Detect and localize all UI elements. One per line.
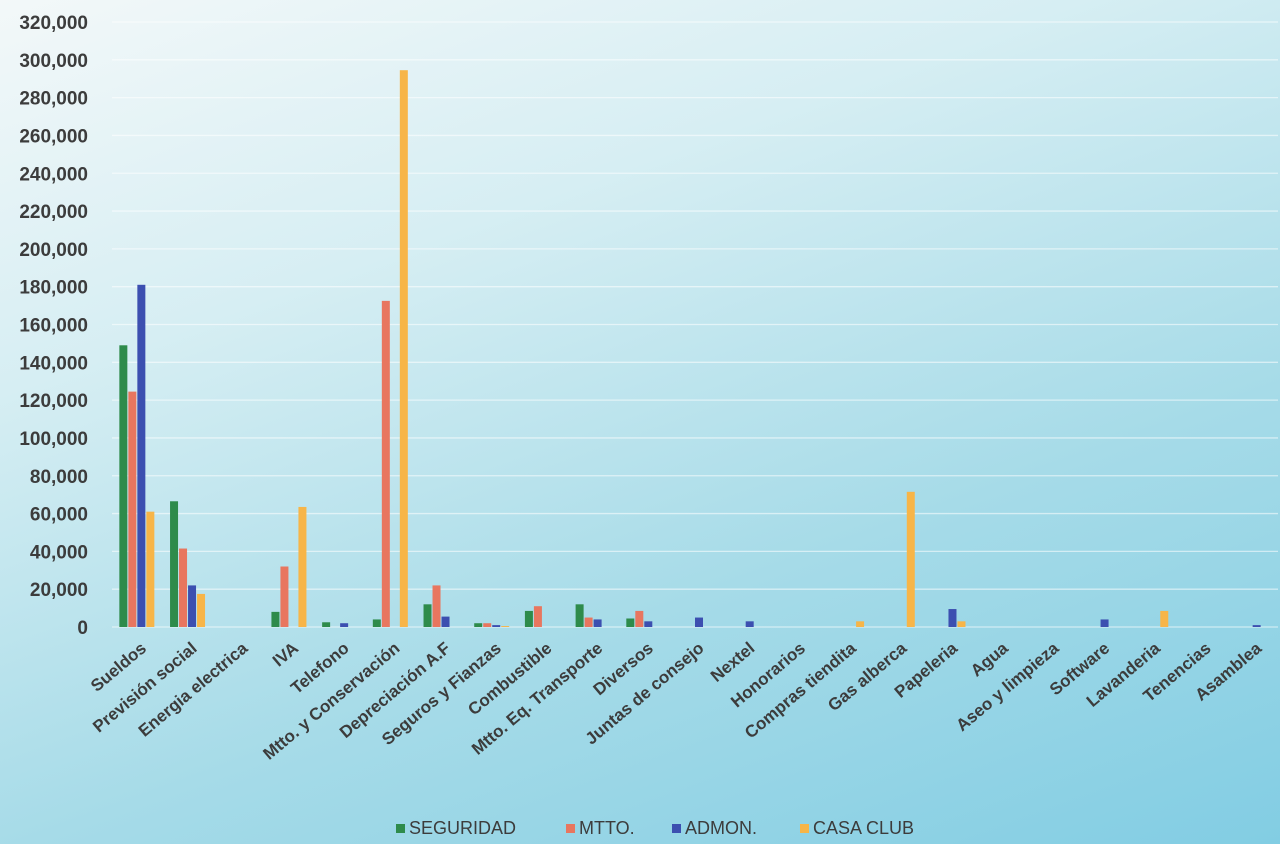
legend-swatch [396,824,405,833]
x-category-label: Agua [967,638,1012,680]
bar [533,606,542,627]
y-tick-label: 280,000 [19,89,88,110]
x-category-label: IVA [269,639,302,671]
legend-label: MTTO. [579,818,635,838]
y-tick-label: 320,000 [19,13,88,34]
bar [1160,610,1169,627]
bar [584,617,593,627]
bar [745,621,754,627]
legend-swatch [566,824,575,833]
bar [170,501,179,627]
bar [695,617,703,627]
y-tick-label: 20,000 [30,580,88,601]
y-tick-label: 300,000 [19,51,88,72]
bar [441,616,450,627]
bar [179,548,188,627]
bar [856,621,865,627]
y-tick-label: 180,000 [19,278,88,299]
bar [1252,625,1261,627]
legend-swatch [672,824,681,833]
y-tick-label: 140,000 [19,353,88,374]
legend: SEGURIDAD MTTO. ADMON. CASA CLUB [396,818,914,838]
bar [644,621,653,627]
y-tick-label: 200,000 [19,240,88,261]
y-tick-label: 40,000 [30,542,88,563]
bar [340,623,349,627]
bar [432,585,441,627]
bar [128,391,137,627]
y-tick-label: 220,000 [19,202,88,223]
bar [948,609,957,627]
bar [271,611,280,627]
legend-label: CASA CLUB [813,818,914,838]
legend-swatch [800,824,809,833]
bar [197,593,206,627]
bar [372,619,381,627]
y-tick-label: 240,000 [19,164,88,185]
bar [593,619,602,627]
gridlines [112,21,1278,628]
y-axis-tick-labels: 320,000 300,000 280,000 260,000 240,000 220,0… [19,13,88,639]
bar [635,610,644,627]
bar [906,491,915,627]
y-tick-label: 120,000 [19,391,88,412]
bar [474,623,483,627]
bar [524,610,533,627]
bar [626,618,635,627]
bar [280,566,289,627]
bar [188,585,197,627]
bar [399,70,408,627]
y-tick-label: 260,000 [19,126,88,147]
legend-label: SEGURIDAD [409,818,516,838]
bar [1100,619,1109,627]
bar [957,621,966,627]
bar [137,284,146,627]
bar [381,300,390,627]
bars [119,70,1261,627]
bar [298,506,307,627]
bar [119,345,128,627]
bar [483,623,492,627]
bar [492,625,501,627]
y-tick-label: 0 [77,618,88,639]
y-tick-label: 60,000 [30,505,88,526]
y-tick-label: 100,000 [19,429,88,450]
bar [423,604,432,627]
bar [146,511,155,627]
bar [575,604,584,627]
legend-label: ADMON. [685,818,757,838]
y-tick-label: 160,000 [19,316,88,337]
bar [501,626,510,627]
bar [322,622,331,627]
y-tick-label: 80,000 [30,467,88,488]
